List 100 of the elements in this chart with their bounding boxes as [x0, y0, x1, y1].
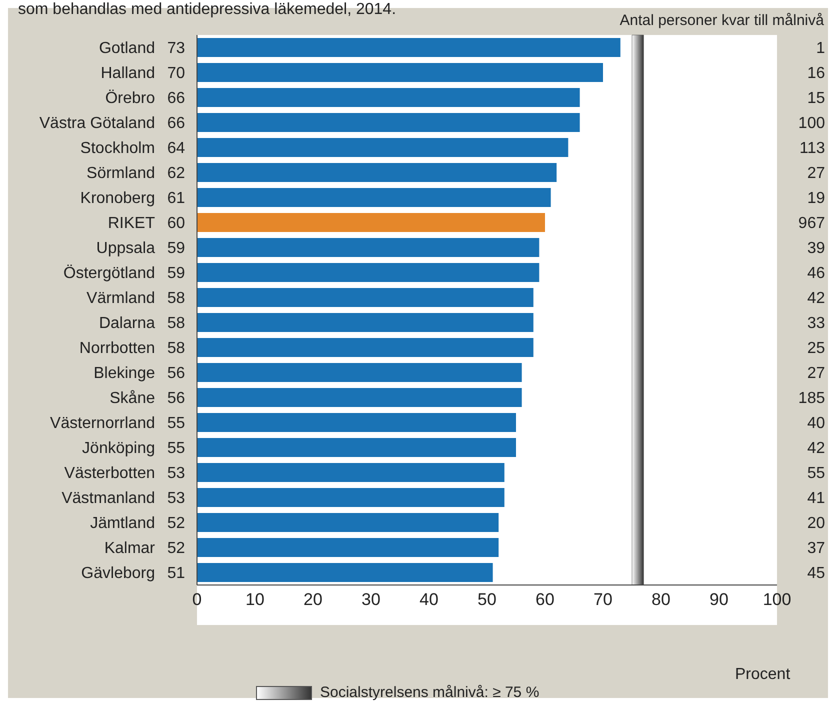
y-tick-label: Jönköping [82, 440, 155, 458]
data-label: 52 [167, 515, 186, 532]
text: 46 [807, 265, 826, 282]
text: 40 [807, 415, 826, 432]
y-tick-label: Blekinge [94, 365, 156, 382]
bar [197, 163, 557, 182]
x-tick-label: 50 [478, 590, 496, 610]
text: 42 [807, 290, 826, 308]
y-tick-label: Värmland [86, 290, 155, 308]
y-tick-label: Norrbotten [79, 340, 155, 358]
y-tick-label: Halland [100, 65, 155, 82]
text: Antal personer kvar till målnivå [620, 12, 824, 29]
data-label: 53 [167, 465, 186, 482]
text: 41 [807, 490, 826, 508]
bar [197, 288, 534, 307]
data-label: 53 [167, 490, 186, 508]
data-label: 64 [167, 140, 186, 158]
bar [197, 488, 504, 507]
text: 42 [807, 440, 826, 458]
bar [197, 88, 580, 107]
y-tick-label: Uppsala [96, 240, 156, 258]
x-tick-label: 70 [594, 590, 612, 610]
data-label: 70 [167, 65, 186, 82]
text: 27 [807, 165, 826, 182]
bar [197, 138, 568, 157]
y-tick-label: Västra Götaland [39, 115, 155, 132]
y-tick-label: RIKET [108, 215, 156, 232]
x-tick-label: 10 [246, 590, 264, 610]
x-tick-label: 30 [362, 590, 380, 610]
data-label: 61 [167, 190, 186, 208]
bar [197, 188, 551, 207]
y-tick-label: Skåne [110, 390, 156, 408]
x-tick-label: 40 [420, 590, 438, 610]
data-label: 55 [167, 440, 186, 458]
y-tick-label: Västmanland [62, 490, 155, 508]
data-label: 55 [167, 415, 186, 432]
text: 39 [807, 240, 826, 258]
data-label: 51 [167, 565, 186, 582]
bar [197, 563, 493, 582]
legend-label: Socialstyrelsens målnivå: ≥ 75 % [320, 684, 540, 701]
data-label: 66 [167, 90, 186, 108]
x-tick-label: 0 [192, 590, 202, 610]
text: 185 [798, 390, 826, 408]
data-label: 58 [167, 315, 186, 332]
y-tick-label: Kronoberg [80, 190, 155, 208]
text: 1 [816, 40, 826, 58]
data-label: 66 [167, 115, 186, 132]
text: 19 [807, 190, 826, 208]
text: 113 [799, 140, 826, 158]
bar [197, 438, 516, 457]
bar [197, 213, 545, 232]
bar [197, 263, 540, 282]
data-label: 60 [167, 215, 186, 232]
x-tick-label: 80 [652, 590, 670, 610]
x-axis-title: Procent [735, 666, 790, 684]
data-label: 58 [167, 340, 186, 358]
bar [197, 338, 534, 357]
text: 37 [807, 540, 826, 558]
y-tick-label: Östergötland [63, 264, 155, 282]
x-tick-label: 100 [762, 590, 792, 610]
text: 33 [807, 315, 826, 332]
chart-title: som behandlas med antidepressiva läkemedel, 2014. [18, 1, 396, 19]
y-tick-label: Västerbotten [64, 465, 155, 482]
data-label: 56 [167, 365, 186, 382]
bar [197, 238, 540, 257]
x-tick-label: 20 [304, 590, 322, 610]
y-tick-label: Gotland [98, 40, 155, 58]
y-tick-label: Dalarna [98, 315, 156, 332]
text: 27 [807, 365, 826, 382]
text: 16 [807, 65, 826, 82]
bar [197, 363, 522, 382]
bar [197, 38, 620, 57]
text: 967 [798, 215, 826, 232]
data-label: 59 [167, 240, 186, 258]
data-label: 73 [167, 40, 186, 58]
y-tick-label: Jämtland [90, 515, 155, 532]
bar [197, 113, 580, 132]
text: 100 [798, 115, 826, 132]
y-tick-label: Västernorrland [50, 415, 155, 432]
text: 45 [807, 565, 826, 582]
x-tick-label: 60 [536, 590, 554, 610]
y-tick-label: Sörmland [86, 165, 155, 182]
data-label: 56 [167, 390, 186, 408]
text: 55 [807, 465, 826, 482]
bar [197, 513, 499, 532]
text: 25 [807, 340, 826, 358]
bar [197, 313, 534, 332]
y-tick-label: Örebro [105, 89, 156, 108]
data-label: 52 [167, 540, 186, 558]
y-tick-label: Gävleborg [81, 565, 155, 582]
bar [197, 63, 603, 82]
bar [197, 538, 499, 557]
data-label: 59 [167, 265, 186, 282]
y-tick-label: Stockholm [80, 140, 155, 158]
text: 20 [807, 515, 826, 532]
data-label: 62 [167, 165, 186, 182]
bar [197, 463, 504, 482]
bar [197, 413, 516, 432]
y-tick-label: Kalmar [104, 540, 156, 558]
x-tick-label: 90 [710, 590, 728, 610]
